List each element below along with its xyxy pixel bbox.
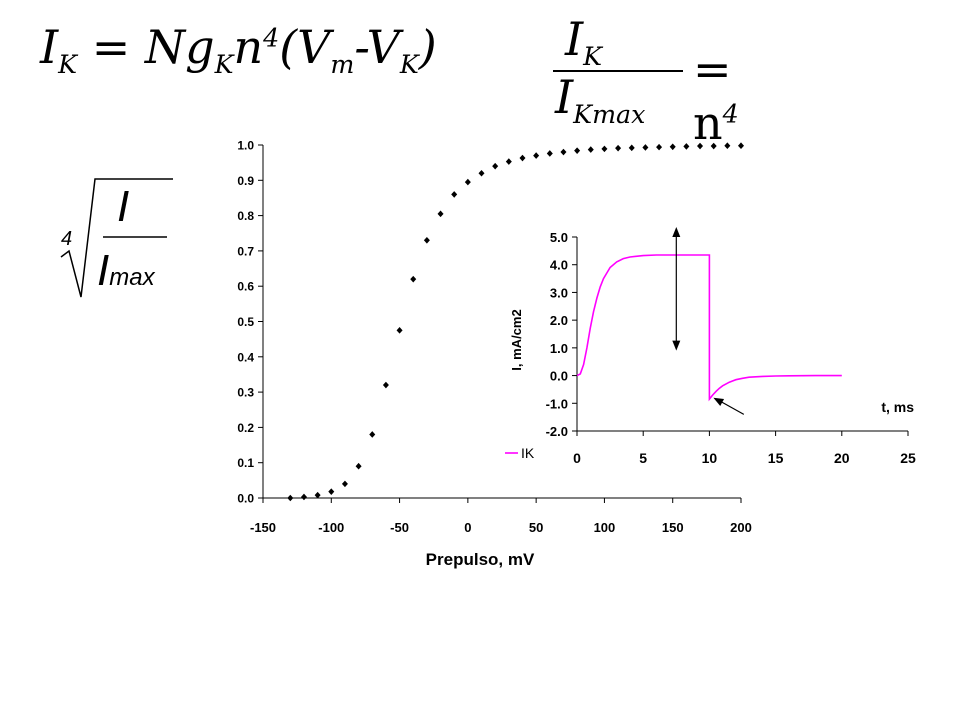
main-y-tick-label: 0.9	[237, 174, 254, 188]
main-y-tick-label: 0.1	[237, 456, 254, 470]
data-point	[628, 144, 635, 152]
data-point	[560, 148, 567, 156]
data-point	[314, 491, 321, 499]
arrow-head-down-icon	[672, 340, 681, 351]
fourth-root-expression: 4 I Imax	[60, 178, 173, 298]
main-y-tick-label: 0.0	[237, 492, 254, 506]
main-data-points	[287, 142, 744, 502]
potassium-current-equation: IK = NgKn4(Vm-VK)	[40, 20, 437, 80]
data-point	[710, 142, 717, 150]
data-point	[382, 381, 389, 389]
inset-y-tick-label: 3.0	[550, 285, 568, 300]
data-point	[683, 143, 690, 150]
inset-x-tick-label: 0	[573, 450, 581, 466]
data-point	[574, 147, 581, 154]
inset-y-tick-label: 0.0	[550, 369, 568, 384]
fraction-bar	[553, 70, 683, 72]
legend-label-ik: IK	[521, 445, 535, 461]
arrow-head-up-icon	[672, 227, 681, 237]
amplitude-double-arrow	[672, 227, 681, 351]
main-y-tick-label: 0.3	[237, 386, 254, 400]
inset-x-tick-label: 15	[768, 450, 784, 466]
main-y-tick-label: 1.0	[237, 139, 254, 153]
main-x-tick-label: 200	[730, 520, 752, 535]
data-point	[505, 158, 512, 165]
series-line-ik	[576, 254, 842, 402]
data-point	[492, 162, 499, 170]
inset-y-tick-label: -1.0	[546, 396, 568, 411]
tail-current-arrow	[713, 397, 745, 415]
data-point	[451, 191, 458, 198]
data-point	[396, 327, 403, 334]
data-point	[615, 144, 622, 152]
inset-x-axis-label: t, ms	[881, 399, 914, 415]
data-point	[587, 146, 594, 153]
data-point	[642, 144, 649, 151]
root-numerator: I	[117, 182, 129, 231]
main-y-ticks: 0.0 0.1 0.2 0.3 0.4 0.5 0.6 0.7 0.8 0.9 1.0	[237, 139, 263, 506]
root-index: 4	[61, 228, 72, 250]
data-point	[724, 142, 731, 150]
data-point	[369, 431, 376, 438]
radical-sign	[60, 178, 173, 298]
data-point	[410, 275, 417, 283]
inset-y-tick-label: -2.0	[546, 424, 568, 439]
normalized-current-equation: IK IKmax = n4	[545, 12, 745, 150]
main-x-tick-label: -150	[250, 520, 276, 535]
data-point	[300, 493, 307, 501]
main-x-tick-label: 50	[529, 520, 543, 535]
data-point	[437, 210, 444, 218]
main-x-tick-label: 0	[464, 520, 471, 535]
eq2-denominator: IKmax	[555, 70, 646, 130]
inset-y-tick-label: 4.0	[550, 258, 568, 273]
data-point	[341, 480, 348, 488]
main-y-tick-label: 0.6	[237, 280, 254, 294]
eq2-numerator: IK	[565, 12, 603, 72]
activation-curve-chart: 0.00.10.20.30.40.50.60.70.80.91.0 -150 -1…	[237, 139, 752, 570]
data-point	[355, 462, 362, 470]
main-x-tick-label: 150	[662, 520, 684, 535]
data-point	[519, 154, 526, 162]
main-x-tick-label: 100	[594, 520, 616, 535]
inset-x-tick-label: 20	[834, 450, 850, 466]
data-point	[546, 150, 553, 157]
inset-x-tick-label: 10	[702, 450, 718, 466]
main-x-axis-label: Prepulso, mV	[426, 550, 535, 569]
data-point	[478, 169, 485, 177]
main-y-tick-label: 0.2	[237, 421, 254, 435]
arrow-head-icon	[713, 397, 725, 407]
tail-arrow-shaft	[719, 400, 745, 415]
main-y-tick-label: 0.7	[237, 244, 254, 258]
inset-y-axis-label: I, mA/cm2	[509, 309, 524, 370]
root-denominator: Imax	[97, 246, 156, 295]
data-point	[328, 488, 335, 495]
main-x-tick-label: -50	[390, 520, 409, 535]
main-y-tick-label: 0.8	[237, 209, 254, 223]
current-trace-inset: 5.0 4.0 3.0 2.0 1.0 0.0 -1.0 -2.0 0 5 10 15 20 25 t,…	[505, 227, 916, 466]
main-x-tick-label: -100	[318, 520, 344, 535]
inset-legend: IK	[505, 445, 535, 461]
eq2-rhs: = n4	[693, 42, 739, 150]
inset-y-tick-label: 2.0	[550, 313, 568, 328]
data-point	[738, 142, 744, 150]
data-point	[464, 178, 471, 186]
data-point	[656, 143, 663, 151]
inset-x-tick-label: 5	[639, 450, 647, 466]
data-point	[697, 142, 704, 150]
inset-x-tick-label: 25	[900, 450, 916, 466]
data-point	[533, 152, 540, 159]
data-point	[287, 494, 294, 502]
inset-y-tick-label: 5.0	[550, 230, 568, 245]
data-point	[601, 145, 608, 153]
inset-x-ticks: 0 5 10 15 20 25	[573, 431, 916, 466]
data-point	[423, 237, 430, 244]
main-y-tick-label: 0.5	[237, 315, 254, 329]
inset-y-tick-label: 1.0	[550, 341, 568, 356]
main-y-tick-label: 0.4	[237, 350, 254, 364]
main-x-ticks: -150 -100 -50 0 50 100 150 200	[250, 498, 752, 535]
data-point	[669, 143, 676, 151]
inset-y-ticks: 5.0 4.0 3.0 2.0 1.0 0.0 -1.0 -2.0	[546, 230, 577, 439]
